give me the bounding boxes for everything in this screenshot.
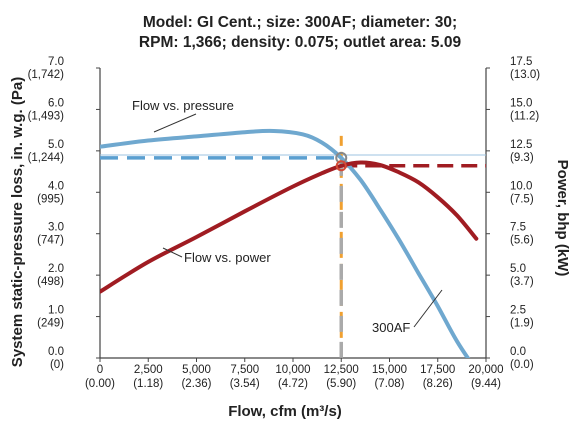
x-tick-label: 15,000 [372, 364, 407, 376]
y-right-tick-sublabel: (11.2) [510, 110, 539, 122]
x-tick-sublabel: (5.90) [326, 378, 356, 390]
chart-title-line-1: Model: GI Cent.; size: 300AF; diameter: … [143, 14, 457, 31]
y-axis-left-label: System static-pressure loss, in. w.g. (P… [9, 77, 26, 367]
y-right-tick-sublabel: (0.0) [510, 359, 534, 371]
y-left-tick-label: 2.0 [48, 263, 64, 275]
y-left-tick-label: 0.0 [48, 346, 64, 358]
x-tick-sublabel: (9.44) [471, 378, 501, 390]
y-right-tick-label: 0.0 [510, 346, 526, 358]
y-left-tick-sublabel: (747) [37, 235, 64, 247]
y-left-tick-label: 3.0 [48, 222, 64, 234]
x-tick-label: 5,000 [182, 364, 211, 376]
annotation-model-leader [413, 289, 443, 328]
y-left-tick-sublabel: (1,244) [28, 152, 65, 164]
y-right-tick-sublabel: (5.6) [510, 235, 534, 247]
y-left-tick-sublabel: (249) [37, 318, 64, 330]
x-tick-label: 12,500 [324, 364, 359, 376]
y-left-tick-label: 5.0 [48, 139, 64, 151]
y-left-tick-label: 7.0 [48, 56, 64, 68]
annotation-power: Flow vs. power [184, 250, 271, 265]
plot-area: 0 (0.00) 2,500 (1.18) 5,000 (2.36) 7,500 (3.54)… [28, 56, 541, 390]
series-line-1 [100, 160, 479, 294]
y-left-tick-sublabel: (1,493) [28, 110, 65, 122]
y-right-tick-sublabel: (3.7) [510, 276, 534, 288]
annotation-model: 300AF [372, 320, 410, 335]
x-tick-sublabel: (1.18) [133, 378, 163, 390]
y-left-tick-label: 4.0 [48, 180, 64, 192]
x-tick-sublabel: (3.54) [230, 378, 260, 390]
x-tick-label: 10,000 [275, 364, 310, 376]
y-right-tick-sublabel: (7.5) [510, 193, 534, 205]
x-tick-label: 2,500 [134, 364, 163, 376]
operating-point-pressure [335, 151, 348, 164]
y-right-tick-label: 17.5 [510, 56, 532, 68]
x-tick-label: 7,500 [230, 364, 259, 376]
series-line-0 [100, 128, 471, 358]
y-left-tick-sublabel: (0) [50, 359, 64, 371]
y-left-tick-label: 6.0 [48, 97, 64, 109]
x-tick-label: 0 [97, 364, 103, 376]
operating-point-power [335, 160, 347, 172]
x-tick-label: 17,500 [420, 364, 455, 376]
x-tick-sublabel: (2.36) [181, 378, 211, 390]
x-tick-label: 20,000 [468, 364, 503, 376]
y-left-tick-sublabel: (498) [37, 276, 64, 288]
y-right-tick-sublabel: (13.0) [510, 69, 540, 81]
x-tick-sublabel: (4.72) [278, 378, 308, 390]
annotation-power-leader [162, 247, 183, 258]
chart-title-line-2: RPM: 1,366; density: 0.075; outlet area:… [139, 34, 462, 51]
y-left-tick-sublabel: (995) [37, 193, 64, 205]
y-right-tick-label: 2.5 [510, 305, 526, 317]
y-right-tick-sublabel: (1.9) [510, 318, 534, 330]
y-left-tick-sublabel: (1,742) [28, 69, 65, 81]
y-axis-right-label: Power, bhp (kW) [554, 160, 571, 277]
x-tick-sublabel: (8.26) [423, 378, 453, 390]
y-right-tick-label: 10.0 [510, 180, 532, 192]
y-right-tick-label: 5.0 [510, 263, 526, 275]
y-right-tick-sublabel: (9.3) [510, 152, 534, 164]
x-tick-sublabel: (7.08) [374, 378, 404, 390]
annotation-pressure: Flow vs. pressure [132, 98, 234, 113]
y-right-tick-label: 7.5 [510, 222, 526, 234]
annotation-pressure-leader [153, 113, 197, 133]
y-right-tick-label: 12.5 [510, 139, 532, 151]
y-right-tick-label: 15.0 [510, 97, 532, 109]
x-axis-label: Flow, cfm (m³/s) [228, 403, 342, 420]
y-left-tick-label: 1.0 [48, 305, 64, 317]
x-tick-sublabel: (0.00) [85, 378, 115, 390]
